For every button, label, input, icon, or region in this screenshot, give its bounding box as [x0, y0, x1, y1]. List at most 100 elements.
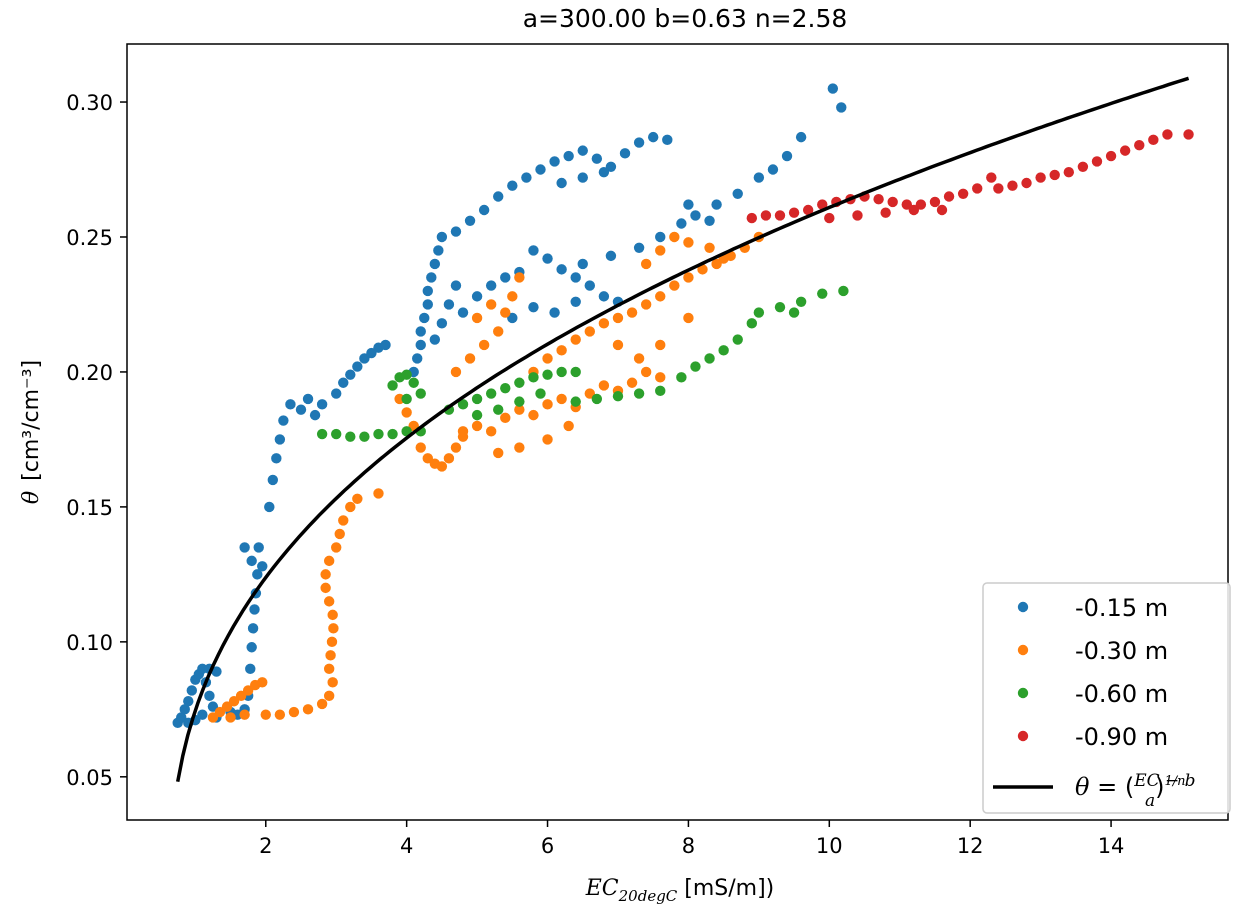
data-point [471, 420, 483, 432]
data-point [836, 102, 847, 113]
data-point [633, 137, 645, 148]
data-point [345, 431, 356, 442]
data-point [1007, 180, 1018, 191]
data-point [429, 334, 441, 345]
data-point [478, 339, 490, 351]
data-point [331, 388, 342, 399]
data-point [485, 426, 497, 437]
data-point [327, 677, 338, 688]
data-point [655, 245, 666, 256]
data-point [598, 318, 610, 329]
data-point [640, 299, 652, 310]
data-point [325, 650, 336, 661]
data-point [274, 709, 286, 720]
series-015 [172, 83, 847, 729]
data-point [640, 366, 652, 378]
data-point [247, 623, 259, 634]
x-tick-label: 6 [541, 834, 554, 858]
data-point [345, 501, 356, 513]
data-point [570, 366, 581, 378]
data-point [669, 280, 680, 291]
data-point [640, 258, 652, 270]
data-point [591, 393, 603, 405]
data-point [1049, 169, 1060, 181]
data-point [500, 382, 511, 394]
data-point [598, 291, 610, 302]
data-point [500, 272, 511, 283]
data-point [271, 453, 282, 464]
x-tick-label: 4 [400, 834, 413, 858]
data-point [316, 698, 328, 710]
data-point [570, 396, 581, 407]
data-point [802, 204, 814, 216]
data-point [584, 280, 596, 291]
data-point [549, 156, 560, 167]
data-point [415, 326, 426, 337]
x-tick-label: 12 [957, 834, 984, 858]
data-point [186, 685, 198, 696]
data-point [450, 442, 462, 453]
data-point [619, 148, 631, 159]
data-point [753, 307, 765, 318]
data-point [323, 555, 335, 567]
data-point [373, 488, 384, 499]
data-point [246, 555, 257, 567]
data-point [373, 428, 384, 440]
data-point [1021, 177, 1032, 189]
data-point [366, 347, 377, 359]
data-point [915, 199, 927, 210]
data-point [993, 183, 1004, 194]
data-point [235, 690, 247, 702]
data-point [746, 318, 758, 329]
data-point [352, 493, 363, 505]
data-point [605, 250, 617, 262]
data-point [443, 453, 455, 464]
data-point [1183, 129, 1194, 140]
data-point [633, 353, 645, 364]
series-090 [746, 129, 1194, 224]
data-point [817, 288, 828, 299]
data-point [345, 369, 356, 380]
data-point [972, 183, 983, 194]
y-axis: 0.05 0.10 0.15 0.20 0.25 0.30 [66, 91, 127, 790]
data-point [676, 372, 687, 383]
data-point [598, 167, 610, 178]
x-axis-label: EC20degC [mS/m]) [585, 876, 775, 905]
x-axis: 2 4 6 8 10 12 14 [259, 820, 1124, 858]
y-axis-label: θ[cm³/cm⁻³] [19, 360, 44, 504]
data-point [450, 280, 462, 291]
data-point [852, 210, 863, 221]
data-point [908, 204, 920, 216]
data-point [767, 164, 779, 175]
data-point [239, 709, 250, 720]
legend-marker [1017, 644, 1029, 656]
legend-marker [1017, 687, 1029, 699]
data-point [563, 420, 574, 432]
data-point [249, 604, 260, 615]
data-point [436, 461, 448, 472]
data-point [260, 709, 271, 720]
data-point [690, 210, 701, 221]
data-point [542, 253, 553, 264]
x-tick-label: 2 [259, 834, 272, 858]
data-point [359, 431, 370, 442]
data-point [295, 404, 307, 415]
y-tick-label: 0.25 [66, 226, 113, 250]
data-point [415, 339, 426, 351]
chart-title: a=300.00 b=0.63 n=2.58 [523, 4, 848, 33]
data-point [323, 690, 335, 702]
data-point [901, 199, 912, 210]
legend-box [982, 582, 1231, 814]
data-point [493, 326, 504, 337]
data-point [1148, 134, 1159, 146]
data-point [528, 245, 539, 256]
data-point [471, 409, 483, 421]
data-point [683, 199, 694, 210]
data-point [824, 212, 835, 224]
data-point [528, 301, 539, 313]
data-point [556, 393, 567, 405]
data-point [514, 377, 525, 388]
data-point [316, 399, 328, 410]
data-point [415, 442, 426, 453]
